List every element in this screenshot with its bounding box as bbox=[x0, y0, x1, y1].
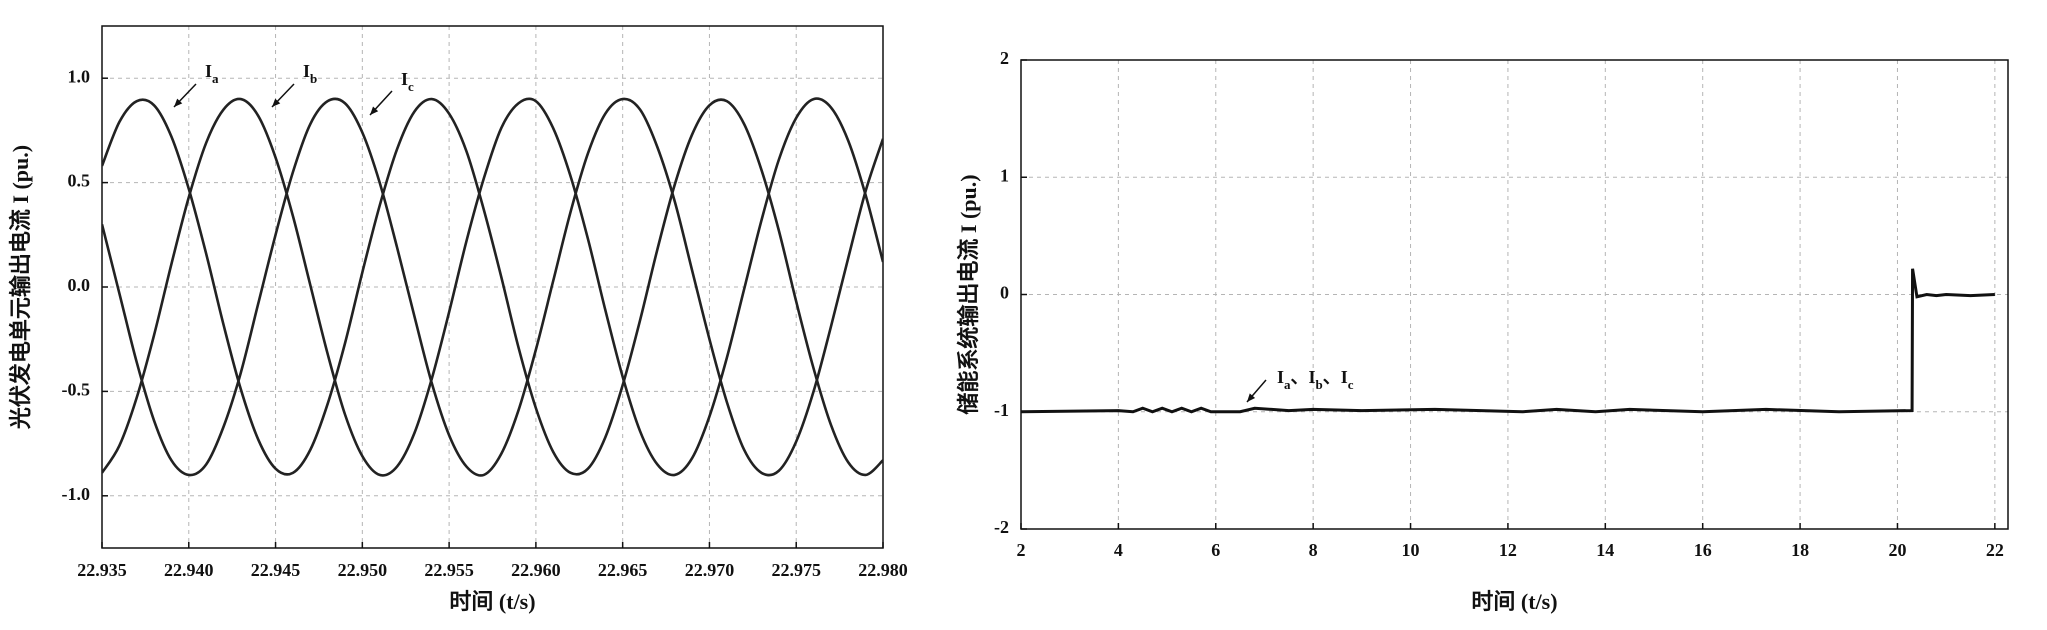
label-main: I bbox=[205, 61, 212, 81]
x-tick-label: 20 bbox=[1888, 540, 1906, 560]
data-line bbox=[102, 97, 883, 477]
annotation-arrowhead bbox=[370, 106, 379, 115]
x-axis-title: 时间 (t/s) bbox=[1471, 589, 1557, 614]
x-axis-title: 时间 (t/s) bbox=[449, 589, 535, 614]
y-tick-label: 0 bbox=[1000, 283, 1009, 303]
label-subscript: b bbox=[310, 71, 317, 86]
y-tick-label: -1.0 bbox=[62, 484, 91, 504]
annotation-arrowhead bbox=[1247, 393, 1256, 402]
series-label: Ic bbox=[401, 69, 414, 94]
x-tick-label: 8 bbox=[1309, 540, 1318, 560]
label-subscript: c bbox=[408, 79, 414, 94]
annotation-arrowhead bbox=[174, 98, 183, 107]
x-tick-label: 22.940 bbox=[164, 560, 214, 580]
x-tick-label: 18 bbox=[1791, 540, 1809, 560]
label-main: I bbox=[1309, 367, 1316, 387]
y-tick-label: -2 bbox=[994, 517, 1009, 537]
label-main: I bbox=[1341, 367, 1348, 387]
x-tick-label: 22.950 bbox=[338, 560, 388, 580]
x-tick-label: 14 bbox=[1596, 540, 1614, 560]
data-line bbox=[1021, 268, 1995, 414]
x-tick-label: 4 bbox=[1114, 540, 1123, 560]
label-main: I bbox=[401, 69, 408, 89]
x-tick-label: 22.980 bbox=[858, 560, 908, 580]
x-tick-label: 22.965 bbox=[598, 560, 648, 580]
series-label: Ib bbox=[303, 61, 317, 86]
x-tick-label: 16 bbox=[1694, 540, 1712, 560]
x-tick-label: 12 bbox=[1499, 540, 1517, 560]
x-tick-label: 2 bbox=[1017, 540, 1026, 560]
y-axis-title: 光伏发电单元输出电流 I (pu.) bbox=[8, 145, 33, 430]
x-tick-label: 6 bbox=[1211, 540, 1220, 560]
series-label: Ia bbox=[205, 61, 219, 86]
annotation-separator: 、 bbox=[1323, 367, 1341, 387]
x-tick-label: 22.960 bbox=[511, 560, 561, 580]
y-tick-label: 0.5 bbox=[68, 171, 91, 191]
annotation: Ia、Ib、Ic bbox=[1277, 367, 1354, 392]
x-tick-label: 22.935 bbox=[77, 560, 127, 580]
y-tick-label: 1 bbox=[1000, 165, 1009, 185]
y-tick-label: -0.5 bbox=[62, 380, 91, 400]
y-tick-label: -1 bbox=[994, 400, 1009, 420]
x-tick-label: 22.975 bbox=[771, 560, 821, 580]
plot-frame bbox=[1020, 59, 2009, 530]
y-tick-label: 0.0 bbox=[68, 275, 91, 295]
label-subscript: a bbox=[1284, 377, 1291, 392]
x-tick-label: 22.955 bbox=[424, 560, 474, 580]
annotation-arrowhead bbox=[272, 98, 281, 107]
label-main: I bbox=[303, 61, 310, 81]
y-tick-label: 1.0 bbox=[68, 66, 91, 86]
label-subscript: b bbox=[1316, 377, 1323, 392]
annotation-separator: 、 bbox=[1291, 367, 1309, 387]
label-subscript: c bbox=[1348, 377, 1354, 392]
x-tick-label: 22.970 bbox=[685, 560, 735, 580]
x-tick-label: 22.945 bbox=[251, 560, 301, 580]
label-main: I bbox=[1277, 367, 1284, 387]
plot-frame bbox=[101, 25, 884, 549]
y-tick-label: 2 bbox=[1000, 48, 1009, 68]
x-tick-label: 10 bbox=[1402, 540, 1420, 560]
y-axis-title: 储能系统输出电流 I (pu.) bbox=[956, 174, 981, 414]
data-line bbox=[102, 97, 883, 477]
data-line bbox=[102, 97, 883, 477]
label-subscript: a bbox=[212, 71, 219, 86]
x-tick-label: 22 bbox=[1986, 540, 2004, 560]
